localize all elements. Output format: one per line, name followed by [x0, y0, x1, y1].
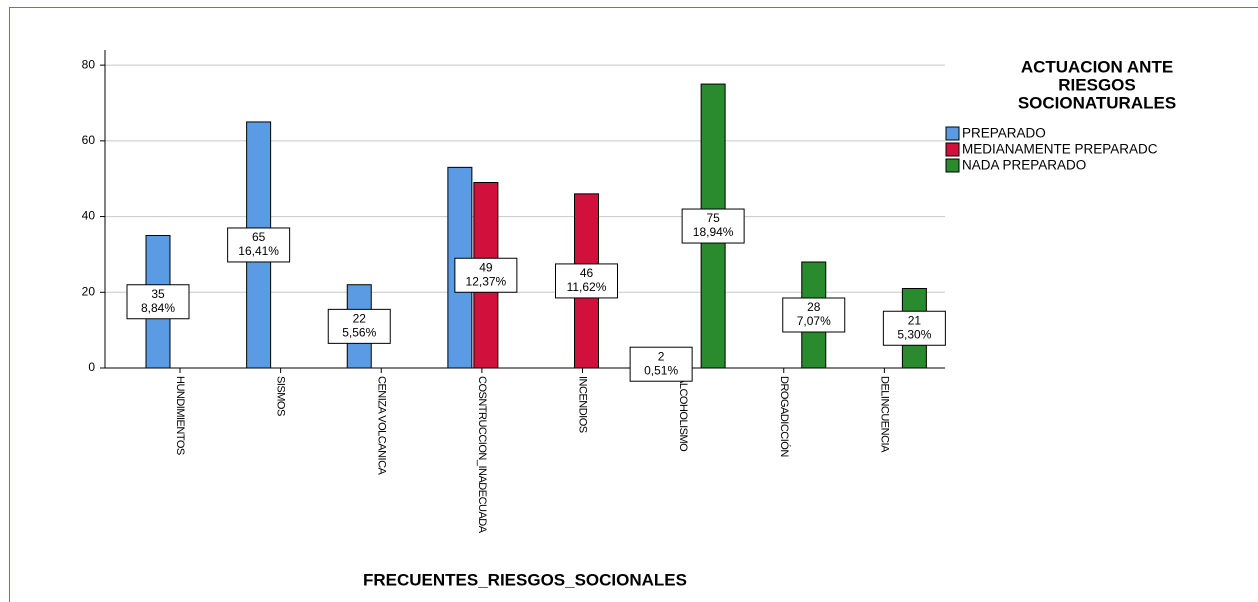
data-label: 22	[353, 312, 367, 326]
data-label-box	[681, 208, 745, 244]
data-label-box	[126, 284, 190, 320]
data-label-box	[454, 257, 518, 293]
data-label-box	[629, 346, 693, 382]
data-label: 0,51%	[644, 363, 678, 377]
data-label: 12,37%	[466, 274, 507, 288]
x-tick-label: COSNTRUCCION_INADECUADA	[476, 376, 488, 534]
legend-swatch	[945, 126, 960, 141]
x-tick-label: HUNDIMIENTOS	[174, 376, 186, 455]
legend-label: MEDIANAMENTE PREPARADC	[962, 142, 1158, 157]
data-label-box	[327, 308, 391, 344]
data-label: 65	[252, 230, 266, 244]
data-label-box	[555, 263, 618, 299]
y-tick-label: 20	[82, 284, 96, 298]
x-tick-label: INCENDIOS	[577, 376, 589, 433]
data-label-box	[882, 310, 946, 346]
legend-title: ACTUACION ANTE	[1021, 57, 1173, 76]
legend-label: PREPARADO	[962, 126, 1046, 141]
data-label: 11,62%	[567, 280, 607, 294]
x-tick-label: DROGADICCIÓN	[778, 376, 791, 457]
x-tick-label: SISMOS	[275, 376, 287, 416]
data-label: 18,94%	[693, 225, 734, 239]
data-label: 7,07%	[797, 314, 831, 328]
data-label: 46	[580, 266, 594, 280]
data-label-box	[227, 227, 291, 263]
data-label: 8,84%	[141, 301, 175, 315]
x-tick-label: DELINCUENCIA	[878, 376, 890, 453]
y-tick-label: 60	[82, 133, 96, 147]
data-label: 2	[658, 349, 665, 363]
y-tick-label: 40	[82, 209, 96, 223]
data-label: 28	[807, 300, 821, 314]
legend-label: NADA PREPARADO	[962, 158, 1086, 173]
legend-title: RIESGOS	[1058, 75, 1135, 94]
data-label: 75	[706, 211, 720, 225]
legend-swatch	[945, 158, 960, 173]
window-frame	[9, 7, 1258, 602]
y-tick-label: 80	[82, 57, 96, 71]
data-label: 5,56%	[342, 326, 376, 340]
x-tick-label: ALCOHOLISMO	[677, 376, 689, 452]
data-label: 5,30%	[897, 327, 931, 341]
data-label: 49	[479, 260, 493, 274]
legend-title: SOCIONATURALES	[1018, 93, 1176, 112]
legend-swatch	[945, 142, 960, 157]
y-tick-label: 0	[88, 360, 95, 374]
data-label: 21	[908, 313, 922, 327]
x-tick-label: CENIZA VOLCANICA	[375, 376, 387, 476]
data-label-box	[782, 297, 846, 333]
data-label: 35	[151, 287, 165, 301]
x-axis-title: FRECUENTES_RIESGOS_SOCIONALES	[363, 570, 687, 589]
data-label: 16,41%	[238, 244, 279, 258]
